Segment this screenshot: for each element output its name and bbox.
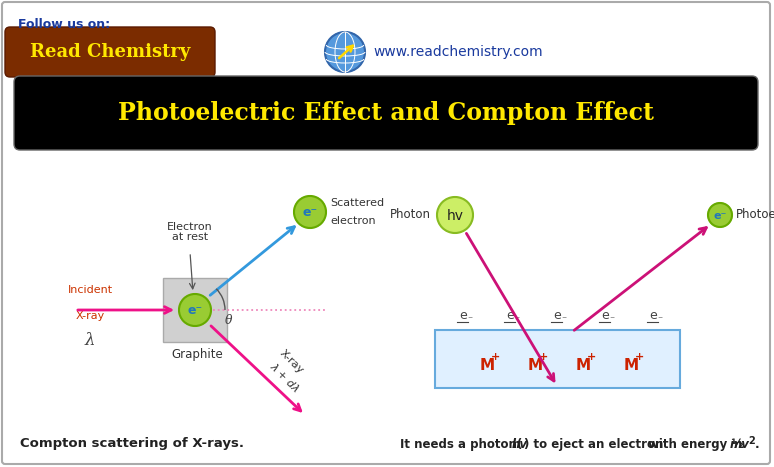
Text: ⁻: ⁻ — [657, 315, 662, 325]
Text: mv: mv — [730, 438, 750, 451]
FancyBboxPatch shape — [14, 76, 758, 150]
Text: +: + — [635, 352, 644, 362]
Text: ⁻: ⁻ — [609, 315, 614, 325]
Text: e⁻: e⁻ — [187, 304, 203, 318]
Text: with energy ½: with energy ½ — [648, 438, 748, 451]
Text: Read Chemistry: Read Chemistry — [30, 43, 190, 61]
Text: electron: electron — [330, 216, 375, 226]
FancyBboxPatch shape — [5, 27, 215, 77]
Text: Photoelectron: Photoelectron — [736, 208, 774, 221]
Text: M: M — [479, 358, 495, 373]
Text: +: + — [491, 352, 500, 362]
Text: hv: hv — [512, 438, 528, 451]
Text: Photon: Photon — [390, 208, 431, 221]
Text: e: e — [459, 309, 467, 322]
Text: M: M — [527, 358, 543, 373]
Text: Photoelectric Effect and Compton Effect: Photoelectric Effect and Compton Effect — [118, 101, 654, 125]
Text: e⁻: e⁻ — [714, 211, 727, 221]
Text: M: M — [623, 358, 639, 373]
Text: +: + — [587, 352, 596, 362]
Text: M: M — [575, 358, 591, 373]
Text: X-ray: X-ray — [75, 311, 104, 321]
Text: e: e — [649, 309, 657, 322]
Circle shape — [179, 294, 211, 326]
Text: ) to eject an electron: ) to eject an electron — [524, 438, 663, 451]
Text: Follow us on:: Follow us on: — [18, 18, 110, 31]
Text: ⁻: ⁻ — [514, 315, 519, 325]
Bar — [435, 330, 680, 388]
Text: θ: θ — [225, 313, 233, 326]
Text: +: + — [539, 352, 548, 362]
Text: at rest: at rest — [172, 232, 208, 242]
Text: e⁻: e⁻ — [303, 206, 317, 219]
Text: www.readchemistry.com: www.readchemistry.com — [373, 45, 543, 59]
Text: λ: λ — [84, 332, 95, 349]
Text: e: e — [601, 309, 609, 322]
Text: λ + dλ: λ + dλ — [268, 361, 301, 395]
Text: ⁻: ⁻ — [467, 315, 472, 325]
Text: Compton scattering of X-rays.: Compton scattering of X-rays. — [20, 437, 244, 450]
Circle shape — [708, 203, 732, 227]
Circle shape — [294, 196, 326, 228]
Bar — [163, 278, 227, 342]
Text: 2: 2 — [748, 436, 755, 446]
Text: It needs a photon(: It needs a photon( — [400, 438, 522, 451]
Circle shape — [325, 32, 365, 72]
Text: hv: hv — [447, 209, 464, 223]
Text: X-ray: X-ray — [278, 348, 306, 376]
Text: Electron: Electron — [167, 222, 213, 232]
Text: Incident: Incident — [67, 285, 112, 295]
Text: Scattered: Scattered — [330, 198, 384, 208]
Text: e: e — [553, 309, 561, 322]
Text: e: e — [506, 309, 514, 322]
Text: .: . — [755, 438, 759, 451]
Text: Graphite: Graphite — [171, 348, 223, 361]
Text: ⁻: ⁻ — [561, 315, 566, 325]
Circle shape — [437, 197, 473, 233]
